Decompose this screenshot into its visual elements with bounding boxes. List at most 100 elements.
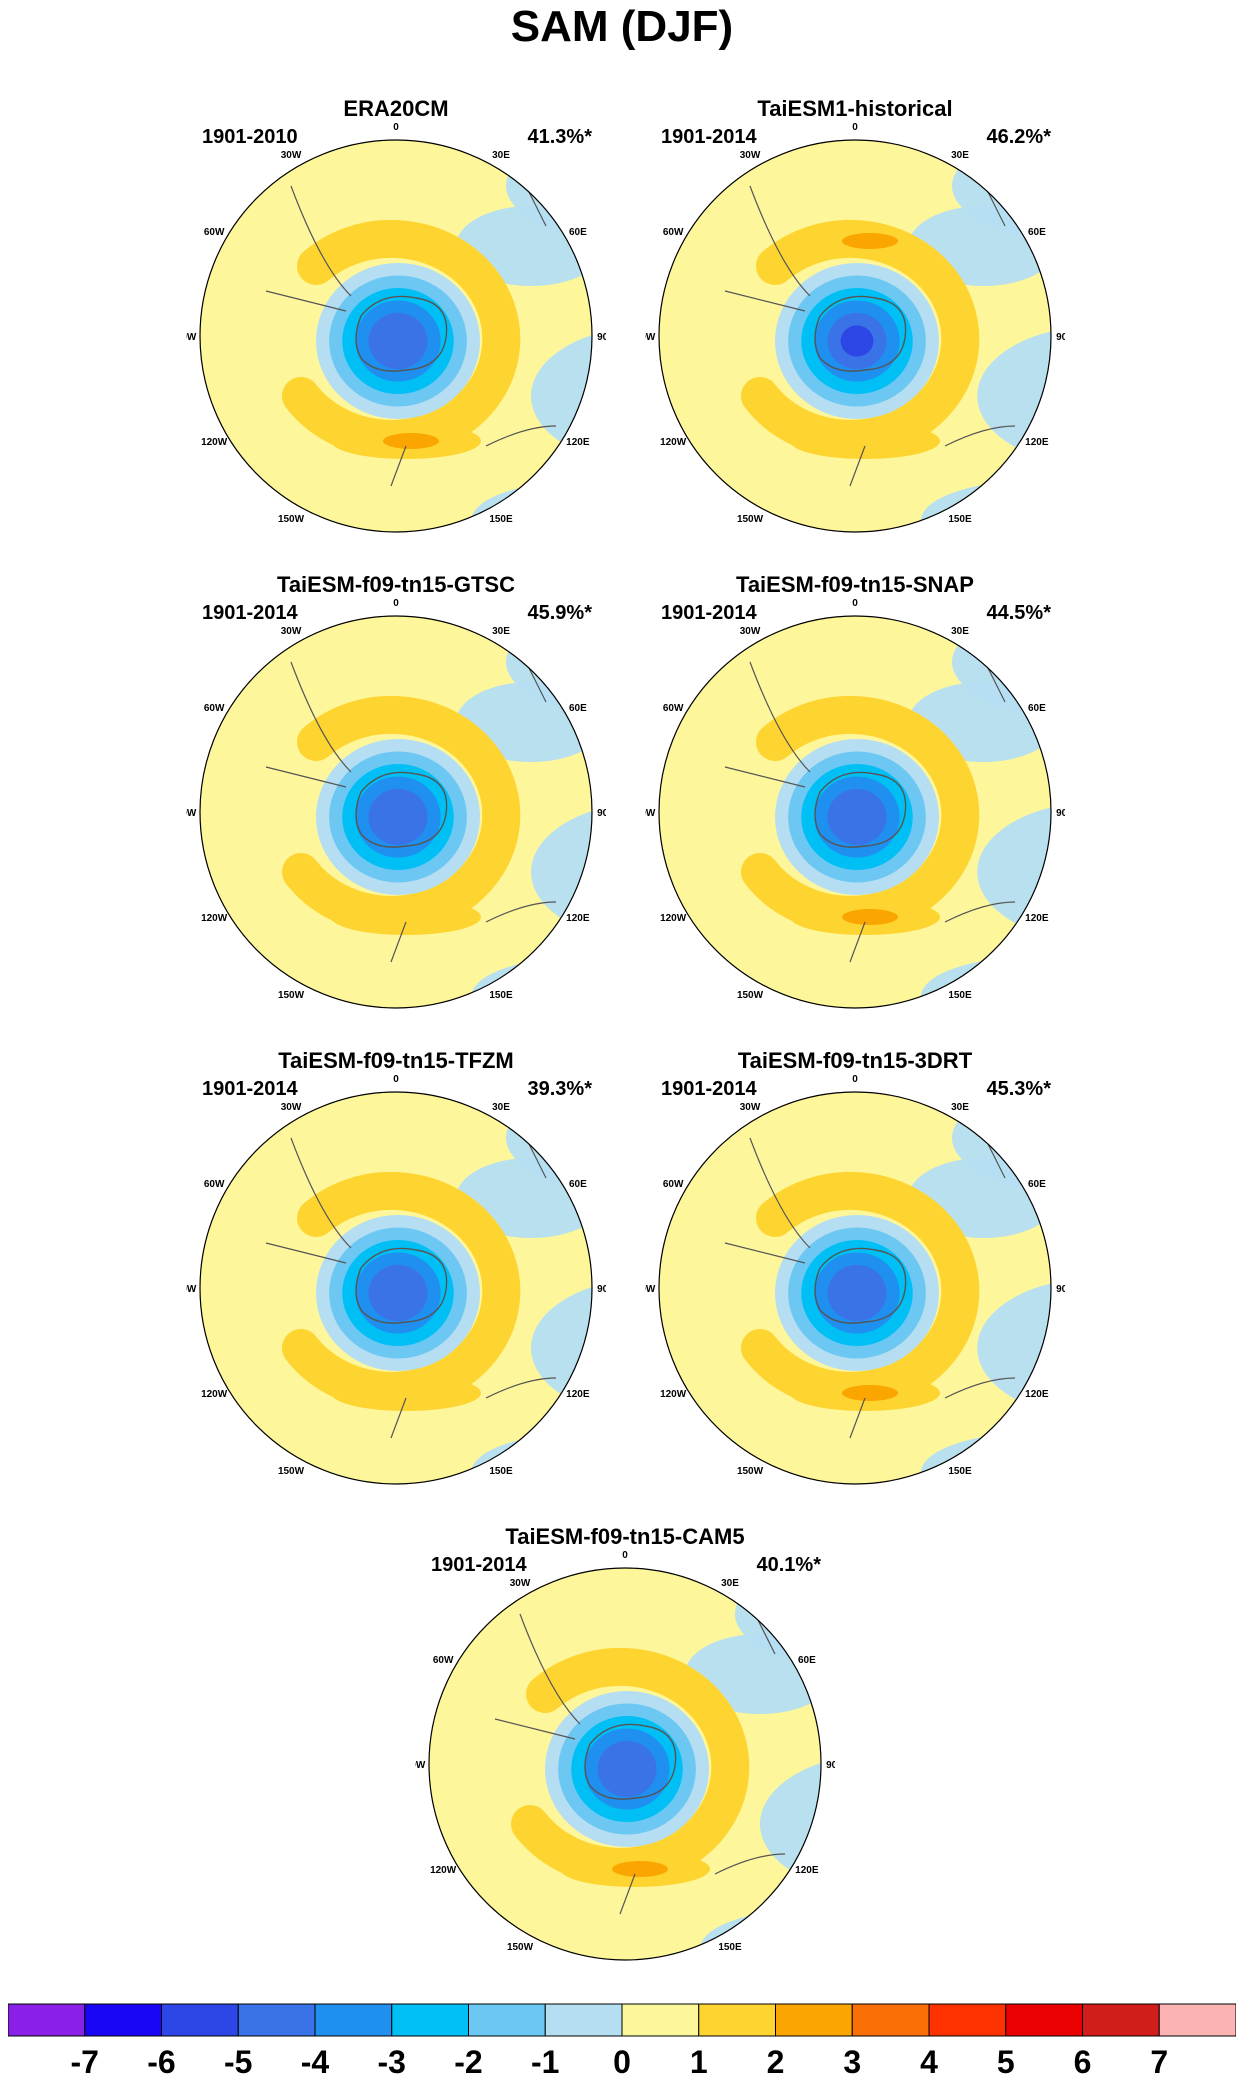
panel-title: TaiESM-f09-tn15-SNAP — [736, 572, 974, 597]
lon-label: 30E — [951, 626, 969, 637]
lon-label: 120E — [1025, 437, 1049, 448]
lon-label: 0 — [852, 598, 858, 609]
lon-label: 90E — [826, 1760, 835, 1771]
colorbar-label: 7 — [1150, 2044, 1169, 2080]
colorbar-label: -5 — [224, 2044, 253, 2080]
lon-label: 30E — [492, 1102, 510, 1113]
lon-label: 150E — [948, 1466, 972, 1477]
lon-label: 120W — [201, 437, 228, 448]
colorbar-swatch — [468, 2003, 546, 2037]
map-panel: 030E60E90E120E150E180150W120W90W60W30WTa… — [645, 96, 1065, 536]
polar-map: 030E60E90E120E150E180150W120W90W60W30W — [186, 122, 606, 533]
lon-label: 60E — [798, 1655, 816, 1666]
lon-label: 150E — [489, 514, 513, 525]
panel-period: 1901-2010 — [202, 126, 298, 148]
lon-label: 120E — [566, 437, 590, 448]
panel-explained-variance: 45.9%* — [527, 602, 593, 624]
map-panel: 030E60E90E120E150E180150W120W90W60W30WTa… — [186, 1048, 606, 1488]
lon-label: 60E — [569, 703, 587, 714]
lon-label: 150E — [489, 990, 513, 1001]
colorbar-swatch — [698, 2003, 776, 2037]
map-panel: 030E60E90E120E150E180150W120W90W60W30WTa… — [645, 572, 1065, 1012]
colorbar-swatch — [237, 2003, 316, 2037]
lon-label: 60W — [663, 227, 684, 238]
lon-label: 90W — [186, 808, 197, 819]
panel-title: TaiESM-f09-tn15-3DRT — [737, 1048, 973, 1073]
lon-label: 90W — [186, 1284, 197, 1295]
map-panel: 030E60E90E120E150E180150W120W90W60W30WER… — [186, 96, 606, 536]
colorbar-swatch — [1158, 2003, 1237, 2037]
colorbar-swatch — [621, 2003, 700, 2037]
colorbar-swatch — [314, 2003, 393, 2037]
colorbar-swatch — [84, 2003, 162, 2037]
panel-title: TaiESM-f09-tn15-GTSC — [277, 572, 515, 597]
colorbar-label: -3 — [377, 2044, 406, 2080]
colorbar-label: -7 — [70, 2044, 99, 2080]
colorbar-label: -4 — [300, 2044, 330, 2080]
lon-label: 30W — [740, 1102, 761, 1113]
lon-label: 150W — [737, 514, 764, 525]
lon-label: 120E — [566, 1389, 590, 1400]
lon-label: 30E — [721, 1578, 739, 1589]
lon-label: 150E — [948, 514, 972, 525]
lon-label: 120W — [201, 1389, 228, 1400]
lon-label: 150W — [507, 1942, 534, 1953]
lon-label: 90E — [1056, 808, 1065, 819]
panel-period: 1901-2014 — [431, 1554, 527, 1576]
lon-label: 150E — [489, 1466, 513, 1477]
figure-title: SAM (DJF) — [510, 2, 734, 51]
panel-title: TaiESM-f09-tn15-CAM5 — [505, 1524, 745, 1549]
colorbar-swatch — [544, 2003, 623, 2037]
colorbar-label: 4 — [920, 2044, 938, 2080]
lon-label: 150W — [278, 1466, 305, 1477]
lon-label: 30W — [281, 626, 302, 637]
panel-period: 1901-2014 — [202, 602, 298, 624]
colorbar-swatch — [161, 2003, 239, 2037]
lon-label: 120W — [660, 437, 687, 448]
map-panel: 030E60E90E120E150E180150W120W90W60W30WTa… — [186, 572, 606, 1012]
panel-explained-variance: 44.5%* — [986, 602, 1052, 624]
colorbar-label: -2 — [454, 2044, 483, 2080]
lon-label: 0 — [393, 598, 399, 609]
lon-label: 150E — [718, 1942, 742, 1953]
colorbar-label: 6 — [1073, 2044, 1092, 2080]
lon-label: 60W — [204, 227, 225, 238]
lon-label: 90W — [186, 332, 197, 343]
polar-map: 030E60E90E120E150E180150W120W90W60W30W — [645, 598, 1065, 1009]
map-panel: 030E60E90E120E150E180150W120W90W60W30WTa… — [645, 1048, 1065, 1488]
lon-label: 150W — [278, 990, 305, 1001]
lon-label: 90W — [645, 332, 656, 343]
colorbar-swatch — [1082, 2003, 1160, 2037]
polar-map: 030E60E90E120E150E180150W120W90W60W30W — [645, 1074, 1065, 1485]
colorbar-label: 2 — [766, 2044, 785, 2080]
colorbar-swatches — [7, 2003, 1237, 2037]
colorbar-label: 1 — [689, 2044, 708, 2080]
colorbar-swatch — [928, 2003, 1007, 2037]
lon-label: 60E — [1028, 227, 1046, 238]
polar-map: 030E60E90E120E150E180150W120W90W60W30W — [415, 1550, 835, 1961]
lon-label: 30W — [281, 1102, 302, 1113]
panel-title: TaiESM1-historical — [757, 96, 953, 121]
colorbar-label: 5 — [996, 2044, 1015, 2080]
lon-label: 120W — [660, 1389, 687, 1400]
lon-label: 0 — [622, 1550, 628, 1561]
polar-map: 030E60E90E120E150E180150W120W90W60W30W — [186, 598, 606, 1009]
lon-label: 90W — [645, 1284, 656, 1295]
panel-title: TaiESM-f09-tn15-TFZM — [278, 1048, 514, 1073]
panel-explained-variance: 41.3%* — [527, 126, 593, 148]
lon-label: 30E — [492, 626, 510, 637]
polar-map: 030E60E90E120E150E180150W120W90W60W30W — [645, 122, 1065, 533]
lon-label: 60W — [663, 1179, 684, 1190]
colorbar-swatch — [851, 2003, 930, 2037]
lon-label: 30W — [740, 150, 761, 161]
colorbar: -7 -6 -5 -4 -3 -2 -1 0 1 2 3 4 5 6 7 — [7, 1998, 1237, 2082]
colorbar-label: -1 — [531, 2044, 560, 2080]
lon-label: 90E — [597, 1284, 606, 1295]
lon-label: 90E — [597, 332, 606, 343]
map-panel: 030E60E90E120E150E180150W120W90W60W30WTa… — [415, 1524, 835, 1964]
lon-label: 60E — [1028, 703, 1046, 714]
lon-label: 30W — [510, 1578, 531, 1589]
lon-label: 90E — [1056, 332, 1065, 343]
lon-label: 150W — [737, 990, 764, 1001]
